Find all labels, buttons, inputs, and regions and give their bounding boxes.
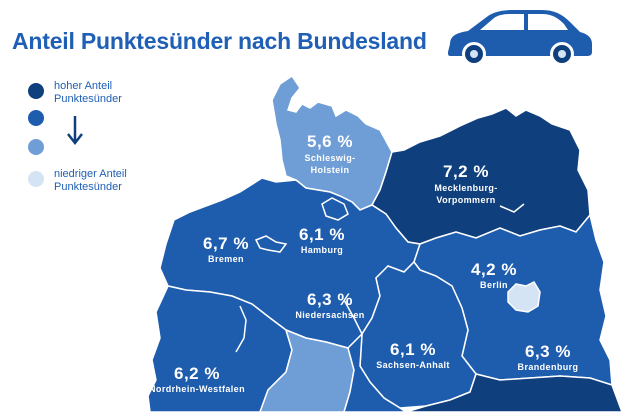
- value-mecklenburg-vorpommern: 7,2 %: [443, 162, 489, 181]
- region-bremen-shape: [254, 235, 288, 253]
- region-sachsen: [405, 373, 623, 412]
- name-berlin: Berlin: [480, 280, 508, 290]
- label-bremen: 6,7 % Bremen: [203, 234, 249, 265]
- page-title: Anteil Punktesünder nach Bundesland: [12, 28, 427, 54]
- label-nordrhein-westfalen: 6,2 % Nordrhein-Westfalen: [149, 364, 245, 395]
- legend-high-label: hoher Anteil Punktesünder: [54, 80, 122, 105]
- label-sachsen-anhalt: 6,1 % Sachsen-Anhalt: [376, 340, 450, 371]
- label-brandenburg: 6,3 % Brandenburg: [518, 342, 579, 373]
- arrow-down-icon: [67, 116, 83, 146]
- river-decoration: [235, 305, 247, 353]
- name-bremen: Bremen: [208, 254, 244, 264]
- region-hamburg-shape: [321, 197, 349, 221]
- label-berlin: 4,2 % Berlin: [471, 260, 517, 291]
- value-niedersachsen: 6,3 %: [307, 290, 353, 309]
- legend-dot-mid-low: [28, 139, 44, 155]
- label-hamburg: 6,1 % Hamburg: [299, 225, 345, 256]
- value-sachsen-anhalt: 6,1 %: [390, 340, 436, 359]
- name-hamburg: Hamburg: [300, 245, 344, 255]
- value-bremen: 6,7 %: [203, 234, 249, 253]
- label-schleswig-holstein: 5,6 % Schleswig- Holstein: [298, 132, 362, 176]
- region-thueringen: [343, 332, 408, 412]
- value-hamburg: 6,1 %: [299, 225, 345, 244]
- legend-dot-mid-high: [28, 110, 44, 126]
- label-mecklenburg-vorpommern: 7,2 % Mecklenburg- Vorpommern: [434, 162, 497, 206]
- name-brandenburg: Brandenburg: [517, 362, 579, 372]
- legend-dot-high: [28, 83, 44, 99]
- label-niedersachsen: 6,3 % Niedersachsen: [295, 290, 364, 321]
- river-decoration: [343, 299, 363, 335]
- value-berlin: 4,2 %: [471, 260, 517, 279]
- name-schleswig-holstein: Schleswig- Holstein: [304, 153, 356, 175]
- value-brandenburg: 6,3 %: [525, 342, 571, 361]
- car-icon: [448, 10, 592, 66]
- name-niedersachsen: Niedersachsen: [295, 310, 365, 320]
- legend-dot-low: [28, 171, 44, 187]
- name-mecklenburg-vorpommern: Mecklenburg- Vorpommern: [434, 183, 498, 205]
- value-schleswig-holstein: 5,6 %: [307, 132, 353, 151]
- name-sachsen-anhalt: Sachsen-Anhalt: [376, 360, 450, 370]
- river-decoration: [499, 203, 525, 213]
- name-nordrhein-westfalen: Nordrhein-Westfalen: [149, 384, 245, 394]
- region-berlin: [507, 281, 541, 313]
- legend-low-label: niedriger Anteil Punktesünder: [54, 168, 127, 193]
- value-nordrhein-westfalen: 6,2 %: [174, 364, 220, 383]
